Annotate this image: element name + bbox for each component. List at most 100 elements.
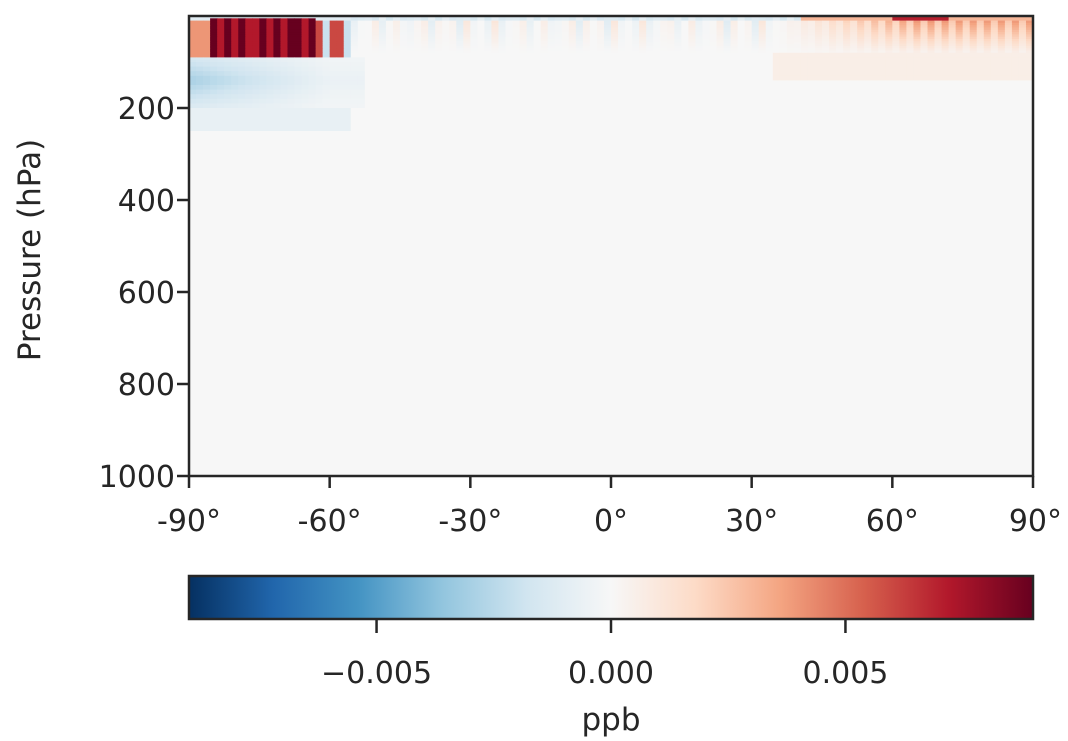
heatmap-cell [751, 149, 760, 155]
heatmap-cell [561, 50, 570, 54]
heatmap-cell [737, 27, 746, 31]
heatmap-cell [435, 75, 443, 81]
heatmap-cell [934, 48, 942, 51]
heatmap-cell [962, 16, 971, 19]
heatmap-cell [603, 48, 612, 51]
heatmap-cell [892, 22, 900, 26]
heatmap-cell [702, 59, 710, 63]
heatmap-cell [871, 89, 879, 95]
heatmap-cell [716, 18, 724, 21]
heatmap-cell [519, 80, 527, 86]
heatmap-cell [1025, 20, 1034, 24]
heatmap-cell [210, 36, 218, 40]
heatmap-cell [470, 48, 478, 51]
heatmap-cell [350, 66, 359, 72]
heatmap-cell [491, 20, 499, 24]
heatmap-cell [667, 16, 675, 19]
heatmap-cell [217, 18, 225, 21]
heatmap-cell [603, 57, 612, 61]
heatmap-cell [343, 41, 352, 44]
heatmap-cell [308, 36, 316, 40]
heatmap-cell [266, 34, 274, 38]
heatmap-cell [196, 121, 204, 127]
heatmap-cell [667, 80, 675, 86]
heatmap-cell [540, 43, 549, 47]
heatmap-cell [603, 117, 612, 123]
heatmap-cell [554, 20, 563, 24]
heatmap-cell [983, 89, 992, 95]
heatmap-cell [681, 57, 689, 61]
heatmap-cell [625, 50, 633, 54]
heatmap-cell [196, 32, 204, 35]
heatmap-cell [681, 98, 689, 104]
heatmap-cell [554, 43, 563, 47]
heatmap-cell [709, 112, 717, 118]
heatmap-cell [371, 41, 380, 44]
heatmap-cell [273, 25, 281, 28]
heatmap-cell [695, 117, 703, 123]
heatmap-cell [836, 55, 844, 58]
heatmap-cell [807, 55, 816, 58]
heatmap-cell [983, 55, 992, 58]
heatmap-cell [843, 20, 851, 24]
heatmap-cell [435, 39, 443, 42]
heatmap-cell [786, 34, 795, 38]
heatmap-cell [632, 85, 640, 90]
heatmap-cell [920, 27, 928, 31]
heatmap-cell [878, 45, 886, 49]
heatmap-cell [948, 89, 957, 95]
heatmap-cell [203, 62, 211, 67]
heatmap-cell [751, 80, 760, 86]
heatmap-cell [259, 80, 267, 86]
heatmap-cell [322, 135, 331, 141]
heatmap-cell [786, 98, 795, 104]
heatmap-cell [301, 45, 309, 49]
heatmap-cell [245, 89, 253, 95]
heatmap-cell [336, 22, 345, 26]
heatmap-cell [329, 29, 338, 33]
heatmap-cell [800, 22, 809, 26]
heatmap-cell [1025, 85, 1034, 90]
heatmap-cell [217, 94, 225, 100]
heatmap-cell [456, 80, 464, 86]
heatmap-cell [744, 48, 753, 51]
heatmap-cell [392, 34, 401, 38]
heatmap-cell [611, 18, 619, 21]
heatmap-cell [660, 27, 668, 31]
heatmap-cell [470, 131, 478, 136]
heatmap-cell [913, 62, 921, 67]
heatmap-cell [378, 135, 387, 141]
heatmap-cell [456, 25, 464, 28]
heatmap-cell [667, 32, 675, 35]
heatmap-cell [807, 48, 816, 51]
heatmap-cell [871, 57, 879, 61]
heatmap-cell [238, 66, 246, 72]
heatmap-cell [857, 144, 865, 150]
heatmap-cell [259, 121, 267, 127]
heatmap-cell [969, 121, 978, 127]
heatmap-cell [477, 59, 485, 63]
heatmap-cell [561, 45, 570, 49]
heatmap-cell [1011, 43, 1020, 47]
heatmap-cell [189, 43, 197, 47]
heatmap-cell [582, 80, 591, 86]
heatmap-cell [350, 85, 359, 90]
heatmap-cell [266, 177, 274, 201]
heatmap-cell [681, 18, 689, 21]
heatmap-cell [596, 27, 605, 31]
heatmap-cell [512, 55, 520, 58]
heatmap-cell [238, 94, 246, 100]
heatmap-cell [639, 50, 647, 54]
heatmap-cell [224, 48, 232, 51]
heatmap-cell [744, 135, 753, 141]
heatmap-cell [385, 22, 394, 26]
heatmap-cell [772, 27, 781, 31]
heatmap-cell [660, 112, 668, 118]
heatmap-cell [421, 89, 429, 95]
heatmap-cell [568, 135, 577, 141]
heatmap-cell [850, 121, 858, 127]
heatmap-cell [540, 59, 549, 63]
heatmap-cell [667, 52, 675, 56]
heatmap-cell [934, 103, 942, 109]
heatmap-cell [259, 75, 267, 81]
